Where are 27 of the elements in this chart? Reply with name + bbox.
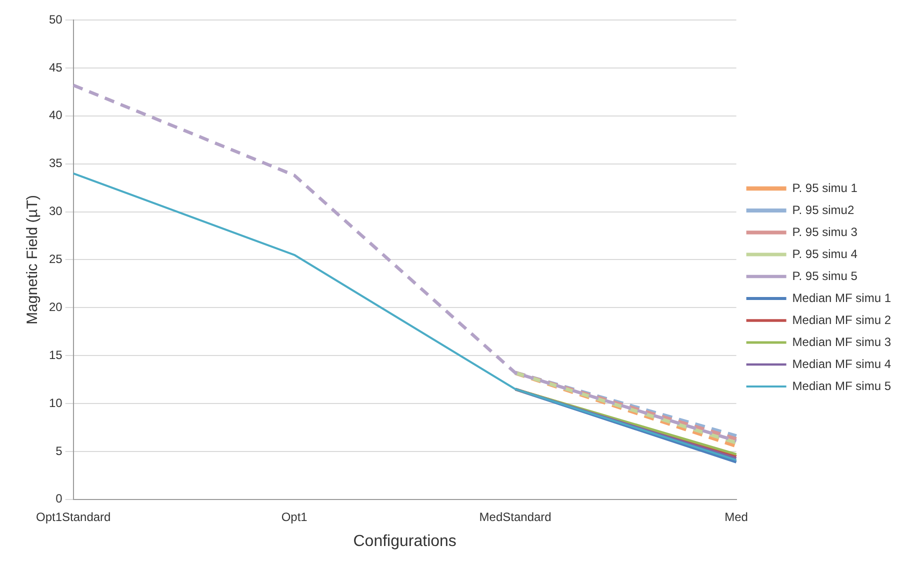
y-tick-label: 30 [48, 204, 63, 218]
y-tick-label: 50 [48, 12, 63, 26]
y-axis-title: Magnetic Field (µT) [24, 194, 42, 324]
y-tick-label: 40 [48, 108, 63, 122]
x-tick-label: Opt1 [281, 510, 308, 524]
legend-label: P. 95 simu 3 [792, 224, 858, 239]
x-tick-label: MedStandard [479, 510, 552, 524]
legend-label: Median MF simu 3 [792, 334, 892, 349]
legend-label: Median MF simu 5 [792, 378, 892, 393]
legend-label: Median MF simu 1 [792, 290, 892, 305]
legend-label: P. 95 simu 1 [792, 180, 858, 195]
y-tick-label: 10 [48, 396, 63, 410]
y-tick-label: 0 [56, 492, 63, 506]
y-tick-label: 45 [48, 60, 63, 74]
y-tick-label: 35 [48, 156, 63, 170]
x-axis-title: Configurations [353, 532, 456, 550]
y-tick-label: 20 [48, 300, 63, 314]
legend-label: P. 95 simu2 [792, 202, 854, 217]
y-tick-label: 25 [48, 252, 63, 266]
legend-label: P. 95 simu 4 [792, 246, 858, 261]
x-tick-label: Opt1Standard [36, 510, 111, 524]
legend-label: P. 95 simu 5 [792, 268, 858, 283]
legend-label: Median MF simu 4 [792, 356, 892, 371]
legend-label: Median MF simu 2 [792, 312, 892, 327]
y-tick-label: 15 [48, 348, 63, 362]
y-tick-label: 5 [56, 444, 63, 458]
x-tick-label: Med [724, 510, 748, 524]
